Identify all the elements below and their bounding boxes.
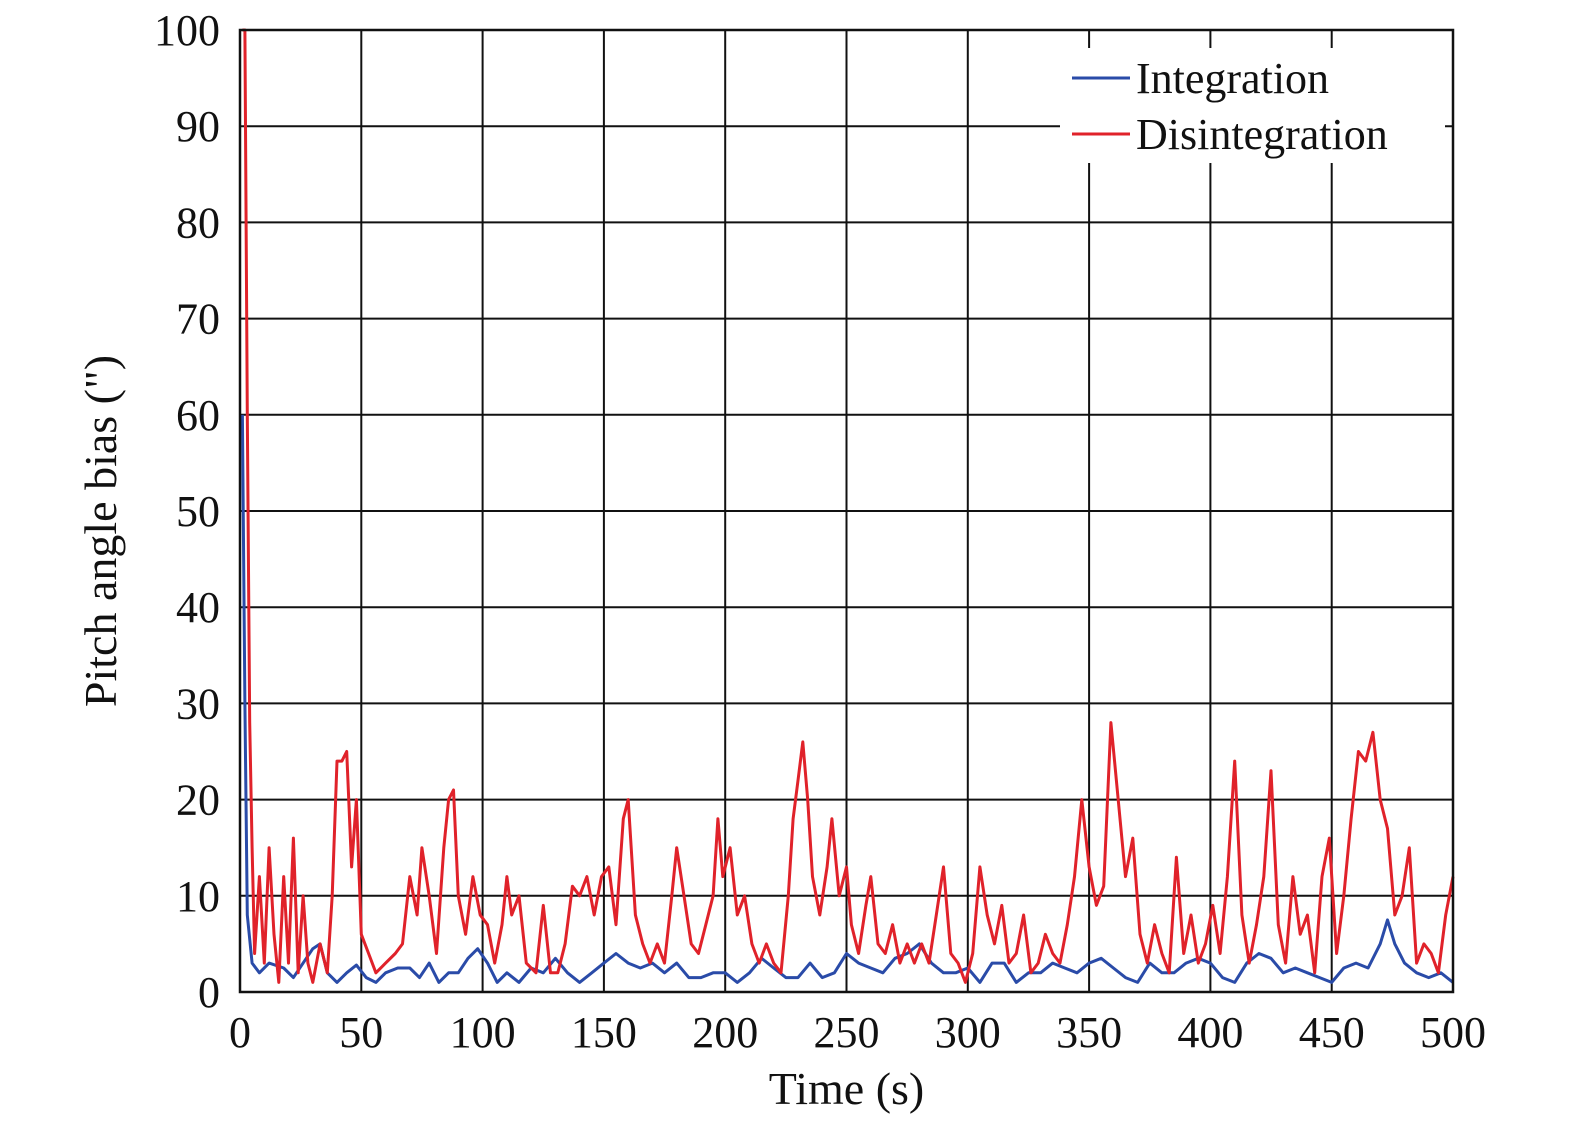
y-tick-label: 30 (176, 679, 220, 728)
legend: Integration Disintegration (1060, 48, 1445, 163)
y-tick-labels: 0 10 20 30 40 50 60 70 80 90 100 (154, 6, 220, 1017)
x-tick-label: 450 (1299, 1008, 1365, 1057)
legend-entry-integration: Integration (1136, 54, 1329, 103)
x-tick-label: 500 (1420, 1008, 1486, 1057)
x-tick-label: 300 (935, 1008, 1001, 1057)
y-tick-label: 20 (176, 776, 220, 825)
y-axis-label: Pitch angle bias (") (75, 355, 126, 707)
x-tick-label: 400 (1177, 1008, 1243, 1057)
legend-entry-disintegration: Disintegration (1136, 110, 1388, 159)
series-layer (240, 28, 1455, 984)
y-tick-label: 40 (176, 583, 220, 632)
x-tick-label: 250 (814, 1008, 880, 1057)
x-tick-label: 0 (229, 1008, 251, 1057)
x-tick-labels: 0 50 100 150 200 250 300 350 400 450 500 (229, 1008, 1486, 1057)
x-tick-label: 100 (450, 1008, 516, 1057)
y-tick-label: 0 (198, 968, 220, 1017)
y-tick-label: 80 (176, 198, 220, 247)
x-axis-label: Time (s) (769, 1063, 925, 1114)
x-tick-label: 200 (692, 1008, 758, 1057)
series-line-integration (240, 414, 1454, 984)
y-tick-label: 60 (176, 391, 220, 440)
y-tick-label: 50 (176, 487, 220, 536)
x-tick-label: 350 (1056, 1008, 1122, 1057)
y-tick-label: 100 (154, 6, 220, 55)
series-line-disintegration (242, 28, 1455, 984)
plot-frame (238, 28, 1455, 994)
y-tick-label: 90 (176, 102, 220, 151)
legend-box (1060, 48, 1445, 163)
x-tick-label: 50 (339, 1008, 383, 1057)
y-tick-label: 10 (176, 872, 220, 921)
y-tick-label: 70 (176, 295, 220, 344)
x-tick-label: 150 (571, 1008, 637, 1057)
